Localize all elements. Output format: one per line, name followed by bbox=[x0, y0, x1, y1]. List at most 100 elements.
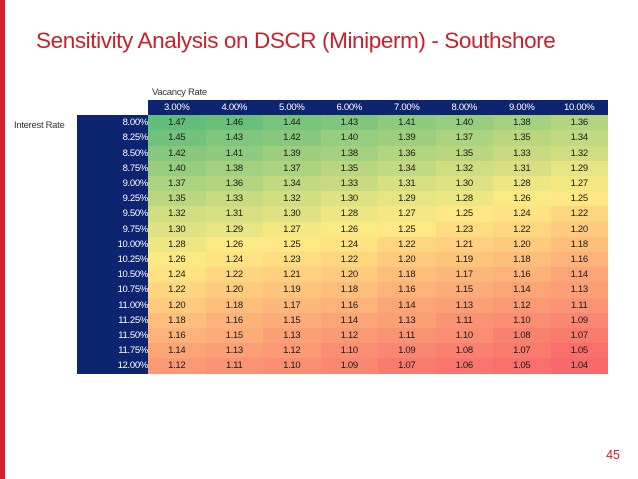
dscr-cell: 1.14 bbox=[378, 297, 436, 313]
row-header: 9.00% bbox=[77, 176, 148, 192]
row-header: 11.75% bbox=[77, 343, 148, 359]
row-header: 10.75% bbox=[77, 282, 148, 298]
dscr-cell: 1.31 bbox=[378, 176, 436, 192]
dscr-cell: 1.22 bbox=[148, 282, 206, 298]
dscr-cell: 1.22 bbox=[550, 206, 608, 222]
dscr-cell: 1.30 bbox=[320, 191, 378, 207]
dscr-cell: 1.16 bbox=[550, 252, 608, 268]
dscr-cell: 1.20 bbox=[148, 297, 206, 313]
dscr-cell: 1.27 bbox=[378, 206, 436, 222]
table-row: 9.75% 1.30 1.29 1.27 1.26 1.25 1.23 1.22 1.20 bbox=[77, 221, 608, 237]
dscr-cell: 1.16 bbox=[493, 267, 551, 283]
column-header: 6.00% bbox=[320, 100, 378, 116]
dscr-cell: 1.14 bbox=[148, 343, 206, 359]
page-number: 45 bbox=[606, 448, 620, 462]
dscr-cell: 1.44 bbox=[263, 115, 321, 131]
row-header: 9.50% bbox=[77, 206, 148, 222]
dscr-cell: 1.27 bbox=[263, 221, 321, 237]
dscr-cell: 1.20 bbox=[320, 267, 378, 283]
column-header: 9.00% bbox=[493, 100, 551, 116]
column-header: 10.00% bbox=[550, 100, 608, 116]
column-header-row: 3.00% 4.00% 5.00% 6.00% 7.00% 8.00% 9.00% 10.00… bbox=[77, 100, 608, 116]
dscr-cell: 1.16 bbox=[378, 282, 436, 298]
dscr-cell: 1.35 bbox=[435, 145, 493, 161]
column-header: 8.00% bbox=[435, 100, 493, 116]
dscr-cell: 1.10 bbox=[263, 358, 321, 374]
dscr-cell: 1.30 bbox=[263, 206, 321, 222]
dscr-cell: 1.06 bbox=[435, 358, 493, 374]
dscr-cell: 1.42 bbox=[263, 130, 321, 146]
dscr-cell: 1.25 bbox=[435, 206, 493, 222]
table-row: 10.25% 1.26 1.24 1.23 1.22 1.20 1.19 1.18 1.16 bbox=[77, 252, 608, 268]
dscr-cell: 1.35 bbox=[148, 191, 206, 207]
row-header: 10.25% bbox=[77, 252, 148, 268]
dscr-cell: 1.15 bbox=[435, 282, 493, 298]
table-row: 11.00% 1.20 1.18 1.17 1.16 1.14 1.13 1.12 1.11 bbox=[77, 297, 608, 313]
dscr-cell: 1.28 bbox=[148, 236, 206, 253]
dscr-cell: 1.40 bbox=[148, 160, 206, 177]
dscr-cell: 1.20 bbox=[205, 282, 263, 298]
dscr-cell: 1.18 bbox=[493, 252, 551, 268]
dscr-cell: 1.16 bbox=[320, 297, 378, 313]
dscr-cell: 1.29 bbox=[378, 191, 436, 207]
dscr-cell: 1.09 bbox=[320, 358, 378, 374]
slide-title: Sensitivity Analysis on DSCR (Miniperm) … bbox=[36, 28, 556, 53]
dscr-cell: 1.13 bbox=[435, 297, 493, 313]
dscr-cell: 1.19 bbox=[263, 282, 321, 298]
column-header: 4.00% bbox=[205, 100, 263, 116]
dscr-cell: 1.43 bbox=[320, 115, 378, 131]
dscr-cell: 1.14 bbox=[550, 267, 608, 283]
row-header: 10.50% bbox=[77, 267, 148, 283]
dscr-cell: 1.07 bbox=[550, 328, 608, 344]
dscr-cell: 1.35 bbox=[320, 160, 378, 177]
table-row: 9.00% 1.37 1.36 1.34 1.33 1.31 1.30 1.28 1.27 bbox=[77, 176, 608, 192]
dscr-cell: 1.31 bbox=[205, 206, 263, 222]
row-header: 9.75% bbox=[77, 221, 148, 237]
dscr-cell: 1.19 bbox=[435, 252, 493, 268]
dscr-cell: 1.38 bbox=[320, 145, 378, 161]
table-row: 8.75% 1.40 1.38 1.37 1.35 1.34 1.32 1.31 1.29 bbox=[77, 160, 608, 177]
dscr-cell: 1.22 bbox=[493, 221, 551, 237]
dscr-cell: 1.05 bbox=[550, 343, 608, 359]
dscr-cell: 1.37 bbox=[263, 160, 321, 177]
dscr-cell: 1.15 bbox=[263, 312, 321, 329]
dscr-cell: 1.07 bbox=[493, 343, 551, 359]
dscr-cell: 1.26 bbox=[493, 191, 551, 207]
dscr-cell: 1.29 bbox=[205, 221, 263, 237]
dscr-cell: 1.09 bbox=[550, 312, 608, 329]
table-row: 9.50% 1.32 1.31 1.30 1.28 1.27 1.25 1.24 1.22 bbox=[77, 206, 608, 222]
row-header: 8.50% bbox=[77, 145, 148, 161]
dscr-cell: 1.13 bbox=[378, 312, 436, 329]
dscr-cell: 1.38 bbox=[205, 160, 263, 177]
dscr-cell: 1.23 bbox=[263, 252, 321, 268]
dscr-cell: 1.36 bbox=[550, 115, 608, 131]
dscr-cell: 1.33 bbox=[320, 176, 378, 192]
row-header: 12.00% bbox=[77, 358, 148, 374]
dscr-cell: 1.16 bbox=[148, 328, 206, 344]
dscr-cell: 1.37 bbox=[148, 176, 206, 192]
dscr-cell: 1.18 bbox=[378, 267, 436, 283]
row-header: 8.25% bbox=[77, 130, 148, 146]
dscr-cell: 1.34 bbox=[550, 130, 608, 146]
table-row: 8.00% 1.47 1.46 1.44 1.43 1.41 1.40 1.38 1.36 bbox=[77, 115, 608, 131]
dscr-cell: 1.29 bbox=[550, 160, 608, 177]
dscr-cell: 1.28 bbox=[320, 206, 378, 222]
dscr-cell: 1.41 bbox=[378, 115, 436, 131]
dscr-cell: 1.13 bbox=[205, 343, 263, 359]
row-header: 11.00% bbox=[77, 297, 148, 313]
dscr-cell: 1.28 bbox=[435, 191, 493, 207]
dscr-cell: 1.39 bbox=[378, 130, 436, 146]
dscr-cell: 1.35 bbox=[493, 130, 551, 146]
dscr-cell: 1.24 bbox=[148, 267, 206, 283]
dscr-cell: 1.39 bbox=[263, 145, 321, 161]
column-axis-label: Vacancy Rate bbox=[152, 87, 207, 98]
table-row: 10.00% 1.28 1.26 1.25 1.24 1.22 1.21 1.20 1.18 bbox=[77, 236, 608, 253]
dscr-cell: 1.11 bbox=[435, 312, 493, 329]
dscr-cell: 1.24 bbox=[205, 252, 263, 268]
dscr-cell: 1.13 bbox=[263, 328, 321, 344]
dscr-cell: 1.38 bbox=[493, 115, 551, 131]
dscr-cell: 1.33 bbox=[493, 145, 551, 161]
row-header: 8.00% bbox=[77, 115, 148, 131]
table-row: 10.75% 1.22 1.20 1.19 1.18 1.16 1.15 1.14 1.13 bbox=[77, 282, 608, 298]
dscr-cell: 1.32 bbox=[550, 145, 608, 161]
